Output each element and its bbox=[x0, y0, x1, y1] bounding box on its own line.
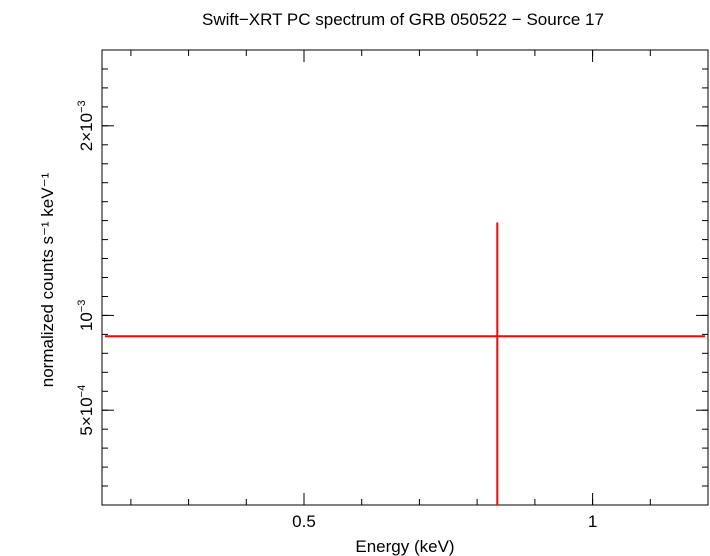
plot-frame bbox=[101, 49, 709, 506]
x-axis-label: Energy (keV) bbox=[355, 537, 454, 556]
y-tick-label: 10−3 bbox=[76, 300, 96, 331]
x-tick-label: 1 bbox=[588, 512, 597, 531]
data-series bbox=[104, 222, 706, 505]
chart-title: Swift−XRT PC spectrum of GRB 050522 − So… bbox=[202, 10, 604, 29]
y-tick-labels: 5×10−4 10−3 2×10−3 bbox=[76, 100, 96, 435]
y-tick-label: 2×10−3 bbox=[76, 100, 96, 151]
x-tick-labels: 0.5 1 bbox=[292, 512, 597, 531]
y-tick-label: 5×10−4 bbox=[76, 385, 96, 436]
y-axis-label: normalized counts s⁻¹ keV⁻¹ bbox=[38, 172, 57, 387]
minor-ticks bbox=[102, 50, 709, 505]
x-tick-label: 0.5 bbox=[292, 512, 316, 531]
